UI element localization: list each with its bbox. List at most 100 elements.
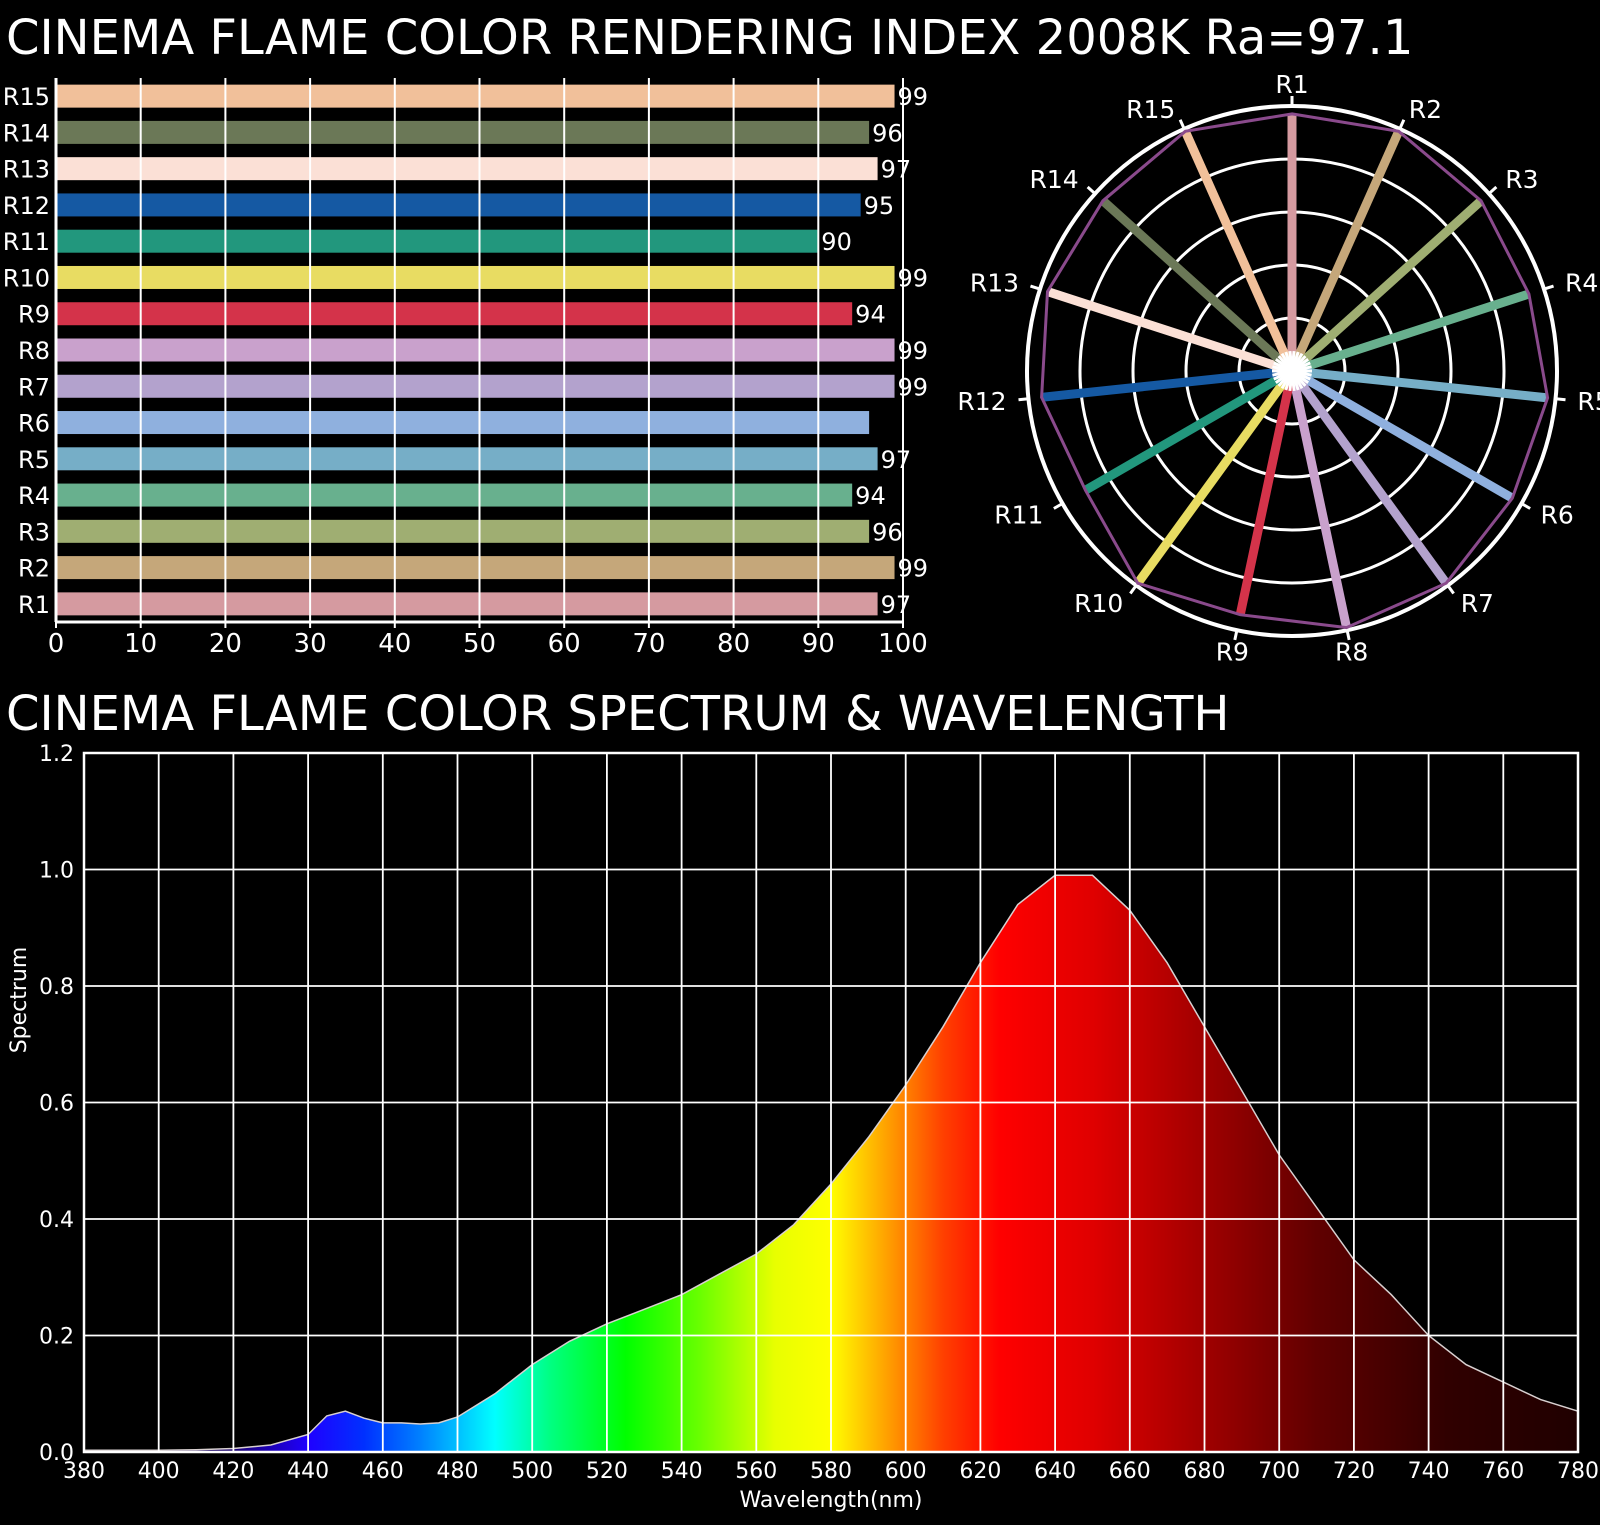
radar-spoke-r5 bbox=[1291, 366, 1549, 403]
radar-tick bbox=[1487, 185, 1498, 195]
radar-tick bbox=[1086, 185, 1097, 195]
bar-value-label: 96 bbox=[872, 119, 903, 147]
radar-spoke-r10 bbox=[1134, 368, 1296, 586]
radar-tick bbox=[1555, 397, 1566, 402]
spectrum-frame bbox=[82, 751, 1580, 1454]
radar-label: R2 bbox=[1409, 95, 1442, 124]
spectrum-x-tick-label: 700 bbox=[1258, 1459, 1300, 1484]
radar-label: R11 bbox=[994, 501, 1043, 530]
radar-spoke-r6 bbox=[1289, 367, 1515, 503]
spectrum-x-tick-label: 580 bbox=[810, 1459, 852, 1484]
radar-label: R10 bbox=[1074, 589, 1123, 618]
spectrum-x-tick-label: 740 bbox=[1408, 1459, 1450, 1484]
radar-tick bbox=[1029, 284, 1041, 291]
bar-value-label: 90 bbox=[821, 228, 852, 256]
spectrum-x-tick-label: 660 bbox=[1109, 1459, 1151, 1484]
spectrum-x-tick-label: 560 bbox=[735, 1459, 777, 1484]
bar-r12 bbox=[56, 193, 861, 217]
spectrum-x-tick-label: 680 bbox=[1184, 1459, 1226, 1484]
spectrum-x-tick-label: 600 bbox=[885, 1459, 927, 1484]
spectrum-x-tick-label: 540 bbox=[661, 1459, 703, 1484]
radar-label: R8 bbox=[1335, 638, 1368, 667]
bar-x-tick-label: 30 bbox=[294, 629, 327, 659]
bar-r5 bbox=[56, 447, 878, 471]
radar-tick bbox=[1233, 629, 1239, 641]
radar-tick bbox=[1345, 629, 1351, 641]
bar-value-label: 97 bbox=[881, 591, 912, 619]
radar-spoke-r15 bbox=[1181, 129, 1297, 373]
radar-spoke-r11 bbox=[1083, 367, 1295, 495]
bar-x-tick-label: 60 bbox=[548, 629, 581, 659]
radar-spoke-r12 bbox=[1041, 366, 1293, 402]
spectrum-x-tick-label: 780 bbox=[1557, 1459, 1599, 1484]
radar-tick bbox=[1018, 397, 1029, 402]
bar-category-label: R9 bbox=[18, 301, 50, 329]
radar-label: R3 bbox=[1505, 165, 1538, 194]
spectrum-x-tick-label: 420 bbox=[212, 1459, 254, 1484]
bar-value-label: 96 bbox=[872, 518, 903, 546]
radar-label: R7 bbox=[1461, 589, 1494, 618]
radar-label: R4 bbox=[1565, 268, 1598, 297]
bar-r8 bbox=[56, 338, 895, 362]
spectrum-y-tick-label: 1.2 bbox=[39, 742, 74, 767]
radar-hub-ray bbox=[1291, 365, 1312, 373]
spectrum-y-tick-label: 0.8 bbox=[39, 975, 74, 1000]
radar-outline bbox=[1040, 112, 1550, 630]
bar-category-label: R8 bbox=[18, 337, 50, 365]
bar-category-label: R4 bbox=[18, 482, 50, 510]
bar-x-tick-label: 70 bbox=[632, 629, 665, 659]
radar-tick bbox=[1446, 584, 1455, 595]
radar-label: R1 bbox=[1275, 70, 1308, 99]
bar-category-label: R6 bbox=[18, 410, 50, 438]
spectrum-y-axis-label: Spectrum bbox=[7, 947, 32, 1054]
bar-r11 bbox=[56, 229, 819, 253]
radar-label: R14 bbox=[1030, 165, 1079, 194]
spectrum-x-tick-label: 500 bbox=[511, 1459, 553, 1484]
bar-category-label: R12 bbox=[3, 192, 50, 220]
bar-x-tick-label: 90 bbox=[802, 629, 835, 659]
bar-value-label: 94 bbox=[855, 301, 886, 329]
bar-category-label: R10 bbox=[3, 264, 50, 292]
bar-x-tick-label: 10 bbox=[124, 629, 157, 659]
spectrum-x-tick-label: 520 bbox=[586, 1459, 628, 1484]
bar-x-tick-label: 100 bbox=[878, 629, 928, 659]
spectrum-y-tick-label: 1.0 bbox=[39, 859, 74, 884]
radar-spoke-r14 bbox=[1099, 197, 1296, 375]
radar-spoke-r9 bbox=[1235, 370, 1297, 616]
bar-value-label: 97 bbox=[881, 156, 912, 184]
spectrum-x-tick-label: 640 bbox=[1034, 1459, 1076, 1484]
spectrum-x-tick-label: 760 bbox=[1482, 1459, 1524, 1484]
bar-r15 bbox=[56, 84, 895, 108]
bar-x-tick-label: 40 bbox=[378, 629, 411, 659]
radar-label: R9 bbox=[1216, 638, 1249, 667]
bar-category-label: R5 bbox=[18, 446, 50, 474]
bar-category-label: R14 bbox=[3, 119, 50, 147]
cri-radar-chart: R1 R2 R3 R4 R5 R6 R7 R8 R9 R10 R11 R12 R13 R14 R15 bbox=[957, 70, 1600, 667]
spectrum-chart-title: CINEMA FLAME COLOR SPECTRUM & WAVELENGTH bbox=[6, 686, 1230, 742]
bar-category-label: R1 bbox=[18, 591, 50, 619]
radar-spoke-r3 bbox=[1288, 197, 1485, 375]
spectrum-x-tick-label: 380 bbox=[63, 1459, 105, 1484]
spectrum-y-tick-label: 0.6 bbox=[39, 1092, 74, 1117]
radar-label: R15 bbox=[1126, 95, 1175, 124]
radar-label: R13 bbox=[970, 268, 1019, 297]
bar-r1 bbox=[56, 592, 878, 616]
spectrum-x-tick-label: 440 bbox=[287, 1459, 329, 1484]
radar-tick bbox=[1520, 502, 1531, 510]
bar-r3 bbox=[56, 519, 870, 543]
radar-spoke-r4 bbox=[1290, 289, 1531, 376]
spectrum-x-tick-label: 620 bbox=[959, 1459, 1001, 1484]
radar-spoke-r2 bbox=[1287, 129, 1403, 373]
spectrum-x-axis-label: Wavelength(nm) bbox=[739, 1488, 922, 1513]
radar-spoke-r13 bbox=[1046, 287, 1294, 376]
spectrum-x-tick-label: 480 bbox=[437, 1459, 479, 1484]
spectrum-x-tick-label: 460 bbox=[362, 1459, 404, 1484]
radar-label: R12 bbox=[957, 387, 1006, 416]
bar-x-tick-label: 0 bbox=[48, 629, 65, 659]
radar-label: R5 bbox=[1577, 387, 1600, 416]
spectrum-x-tick-label: 400 bbox=[138, 1459, 180, 1484]
radar-label: R6 bbox=[1541, 501, 1574, 530]
bar-category-label: R13 bbox=[3, 156, 50, 184]
radar-tick bbox=[1053, 502, 1064, 510]
